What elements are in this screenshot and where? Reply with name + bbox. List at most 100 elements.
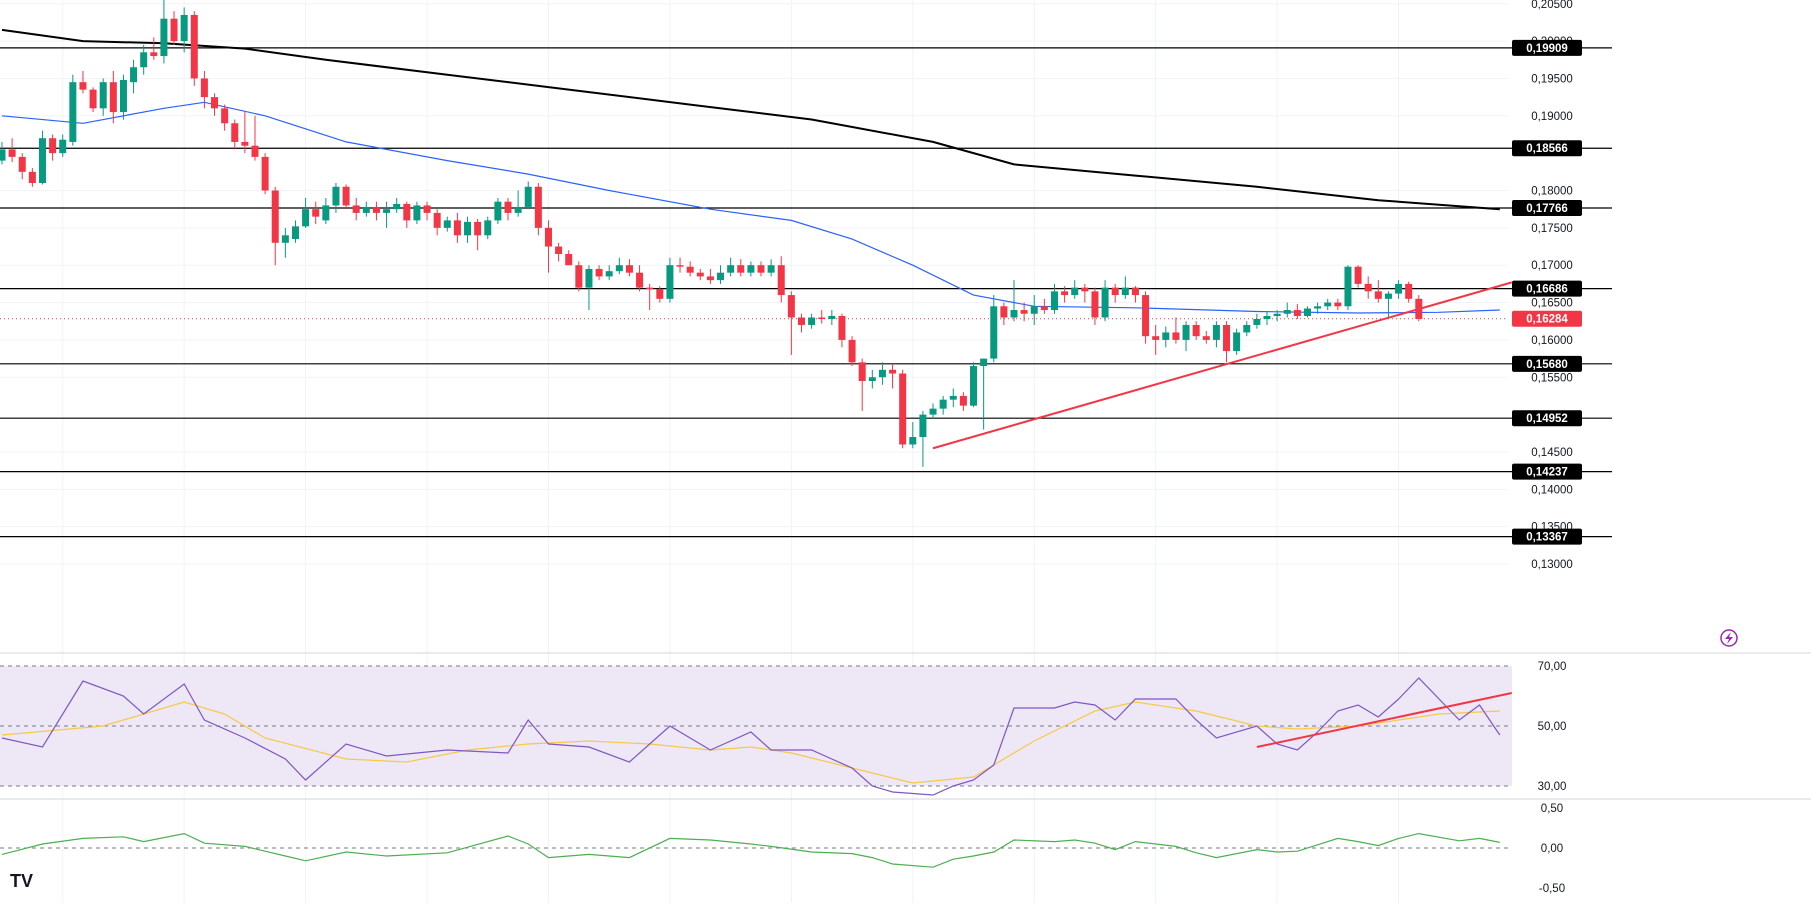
candle (322, 197, 330, 225)
candle (362, 201, 370, 217)
candle-body (1344, 266, 1352, 307)
candle (949, 388, 957, 408)
candle (1192, 321, 1200, 340)
candle-body (89, 89, 97, 109)
candle-body (79, 82, 87, 90)
candle (615, 257, 623, 275)
candle (99, 78, 107, 116)
level-label-box (1512, 39, 1582, 56)
candle-body (1142, 295, 1150, 337)
candle-body (514, 206, 522, 213)
candle-body (544, 227, 552, 247)
candle (38, 130, 46, 185)
candle (1314, 302, 1322, 314)
candle-body (727, 265, 735, 273)
candle (636, 265, 644, 292)
candle (1162, 326, 1170, 348)
candle (1243, 321, 1251, 337)
level-label-text: 0,13367 (1526, 532, 1568, 544)
price-tick-label: 0,17500 (1531, 223, 1573, 235)
lightning-icon[interactable] (1720, 629, 1738, 647)
candle-body (1192, 324, 1200, 337)
current-price-text: 0,16284 (1526, 314, 1568, 326)
candle-body (140, 52, 148, 68)
candle (585, 265, 593, 311)
candle-body (231, 123, 239, 142)
price-tick-label: 0,16500 (1531, 298, 1573, 310)
price-tick-label: 0,20500 (1531, 0, 1573, 11)
candle (1071, 280, 1079, 299)
candle (0, 141, 6, 165)
rsi-lines (1, 677, 1512, 796)
level-label: 0,16686 (1512, 280, 1582, 297)
candle (1050, 283, 1058, 314)
candle-body (1131, 287, 1139, 296)
candle-body (322, 205, 330, 221)
candle-body (1050, 291, 1058, 311)
candle (1020, 302, 1028, 322)
candle-body (524, 186, 532, 207)
candle-body (291, 226, 299, 240)
level-label-box (1512, 410, 1582, 427)
candle (575, 261, 583, 292)
candle (848, 336, 856, 367)
candle-body (372, 206, 380, 213)
candle (1061, 286, 1069, 303)
candle-body (646, 287, 654, 290)
level-label-text: 0,15680 (1526, 359, 1568, 371)
price-tick-label: 0,15500 (1531, 372, 1573, 384)
candle-body (1111, 287, 1119, 296)
candle (565, 250, 573, 266)
level-label-text: 0,17766 (1526, 203, 1568, 215)
candle-body (797, 317, 805, 325)
candle (909, 422, 917, 449)
candle (1223, 321, 1231, 363)
candle (646, 283, 654, 311)
candle (970, 362, 978, 408)
candle (1152, 324, 1160, 355)
candle-body (109, 82, 117, 113)
candle-body (615, 265, 623, 272)
candle (929, 403, 937, 419)
candle (524, 181, 532, 210)
candle (818, 310, 826, 324)
rsi-tick-label: 70,00 (1538, 661, 1567, 673)
candle-body (474, 221, 482, 236)
candle-body (858, 362, 866, 381)
candle-body (312, 209, 320, 217)
price-tick-label: 0,17000 (1531, 260, 1573, 272)
candle-body (1405, 283, 1413, 299)
candle (464, 216, 472, 243)
candle-body (1364, 283, 1372, 292)
candle (352, 197, 360, 221)
tradingview-logo[interactable]: TV (8, 871, 42, 891)
candle-body (676, 265, 684, 267)
candle (737, 259, 745, 277)
candle (241, 112, 249, 154)
candle (676, 257, 684, 273)
candle (291, 220, 299, 243)
candle-body (1293, 310, 1301, 317)
candle (868, 369, 876, 389)
candle (838, 313, 846, 348)
price-tick-label: 0,14500 (1531, 447, 1573, 459)
level-label-box (1512, 140, 1582, 157)
candle (1334, 298, 1342, 311)
candle-body (717, 272, 725, 281)
candle (959, 392, 967, 411)
candle (757, 261, 765, 277)
candle (18, 153, 26, 180)
candle (1010, 280, 1018, 322)
candle-body (504, 201, 512, 213)
candle-body (1395, 283, 1403, 294)
candle (221, 104, 229, 131)
candle (281, 227, 289, 258)
candle-body (838, 316, 846, 340)
momentum-line (1, 832, 1500, 868)
candle-body (1324, 302, 1332, 307)
candle-body (170, 18, 178, 42)
candle (1273, 310, 1281, 322)
candle (1101, 280, 1109, 322)
candle-body (1303, 308, 1311, 317)
